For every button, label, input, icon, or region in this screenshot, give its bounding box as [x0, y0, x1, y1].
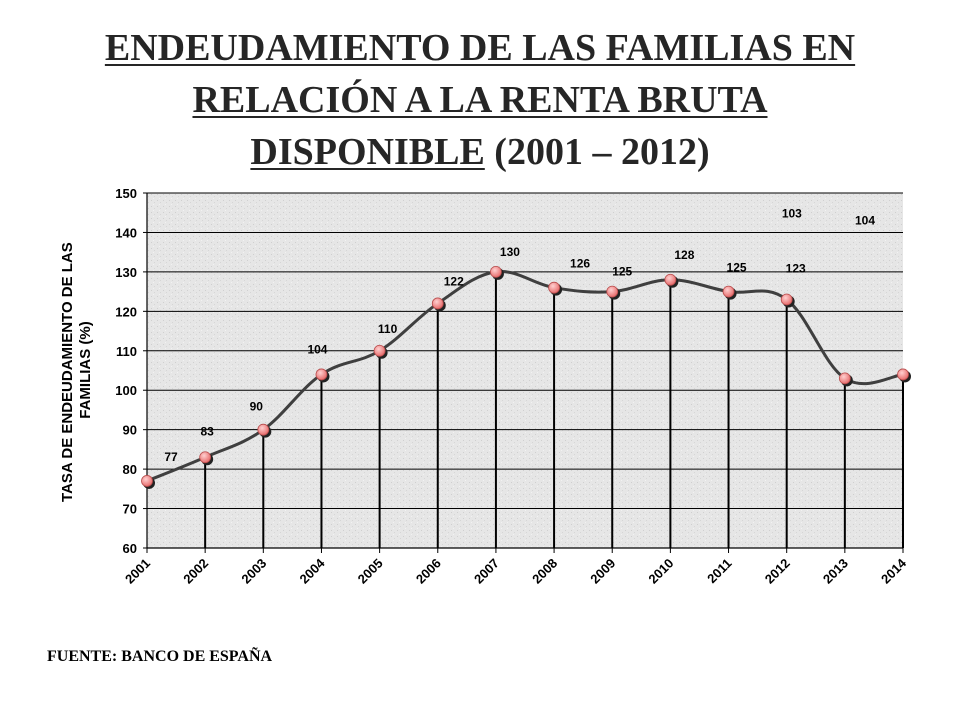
plot-area — [147, 193, 903, 548]
data-point — [315, 368, 328, 381]
source-note: FUENTE: BANCO DE ESPAÑA — [47, 648, 273, 665]
data-point — [141, 475, 153, 487]
y-tick-label: 90 — [123, 423, 137, 438]
y-axis-label-line-1: TASA DE ENDEUDAMIENTO DE LAS — [59, 242, 76, 502]
x-tick-label: 2006 — [413, 556, 444, 587]
data-point — [373, 344, 386, 357]
chart-title: ENDEUDAMIENTO DE LAS FAMILIAS EN RELACIÓ… — [0, 22, 960, 178]
x-tick-label: 2007 — [471, 556, 502, 587]
data-label: 90 — [250, 400, 264, 414]
data-point — [257, 423, 270, 436]
x-tick-label: 2013 — [820, 556, 851, 587]
x-tick-label: 2014 — [878, 555, 910, 587]
data-label: 104 — [855, 213, 875, 227]
data-label: 128 — [674, 248, 694, 262]
data-label: 122 — [444, 274, 464, 288]
y-tick-label: 150 — [115, 186, 137, 201]
data-point — [664, 273, 677, 286]
x-tick-label: 2004 — [297, 555, 329, 587]
y-tick-label: 80 — [123, 462, 137, 477]
y-tick-label: 110 — [116, 344, 137, 359]
y-tick-label: 60 — [123, 541, 137, 556]
data-point — [606, 285, 619, 298]
x-tick-label: 2009 — [587, 556, 618, 587]
data-label: 123 — [786, 262, 806, 276]
x-tick-label: 2001 — [122, 556, 153, 587]
data-point — [431, 297, 444, 310]
data-point — [780, 293, 793, 306]
data-point — [838, 372, 851, 385]
y-tick-label: 130 — [115, 265, 137, 280]
data-point — [199, 451, 212, 464]
data-label: 110 — [378, 322, 398, 336]
x-tick-label: 2002 — [180, 556, 211, 587]
y-axis-label: TASA DE ENDEUDAMIENTO DE LAS FAMILIAS (%… — [59, 238, 94, 502]
x-tick-label: 2003 — [238, 556, 269, 587]
data-point — [548, 281, 560, 294]
data-point — [722, 285, 735, 298]
data-label: 83 — [200, 424, 214, 438]
data-label: 104 — [307, 342, 327, 356]
x-tick-label: 2008 — [529, 556, 560, 587]
title-line-3-rest: (2001 – 2012) — [484, 131, 710, 173]
x-tick-label: 2011 — [704, 556, 735, 587]
data-label: 126 — [570, 257, 590, 271]
data-label: 130 — [500, 245, 520, 259]
x-tick-label: 2010 — [645, 556, 676, 587]
data-point — [490, 265, 502, 278]
y-axis-label-line-2: FAMILIAS (%) — [77, 321, 94, 419]
y-tick-label: 120 — [115, 304, 137, 319]
data-label: 103 — [782, 206, 802, 220]
x-tick-label: 2012 — [762, 556, 793, 587]
title-line-3-underlined: DISPONIBLE — [250, 131, 485, 173]
data-point — [897, 368, 909, 381]
data-label: 125 — [727, 261, 747, 275]
y-tick-label: 70 — [123, 502, 137, 517]
y-tick-label: 100 — [115, 383, 137, 398]
x-tick-label: 2005 — [355, 556, 386, 587]
data-label: 125 — [612, 265, 632, 279]
y-tick-label: 140 — [115, 225, 137, 240]
data-label: 77 — [164, 450, 178, 464]
title-line-2: RELACIÓN A LA RENTA BRUTA — [192, 79, 768, 121]
title-line-1: ENDEUDAMIENTO DE LAS FAMILIAS EN — [104, 27, 856, 69]
